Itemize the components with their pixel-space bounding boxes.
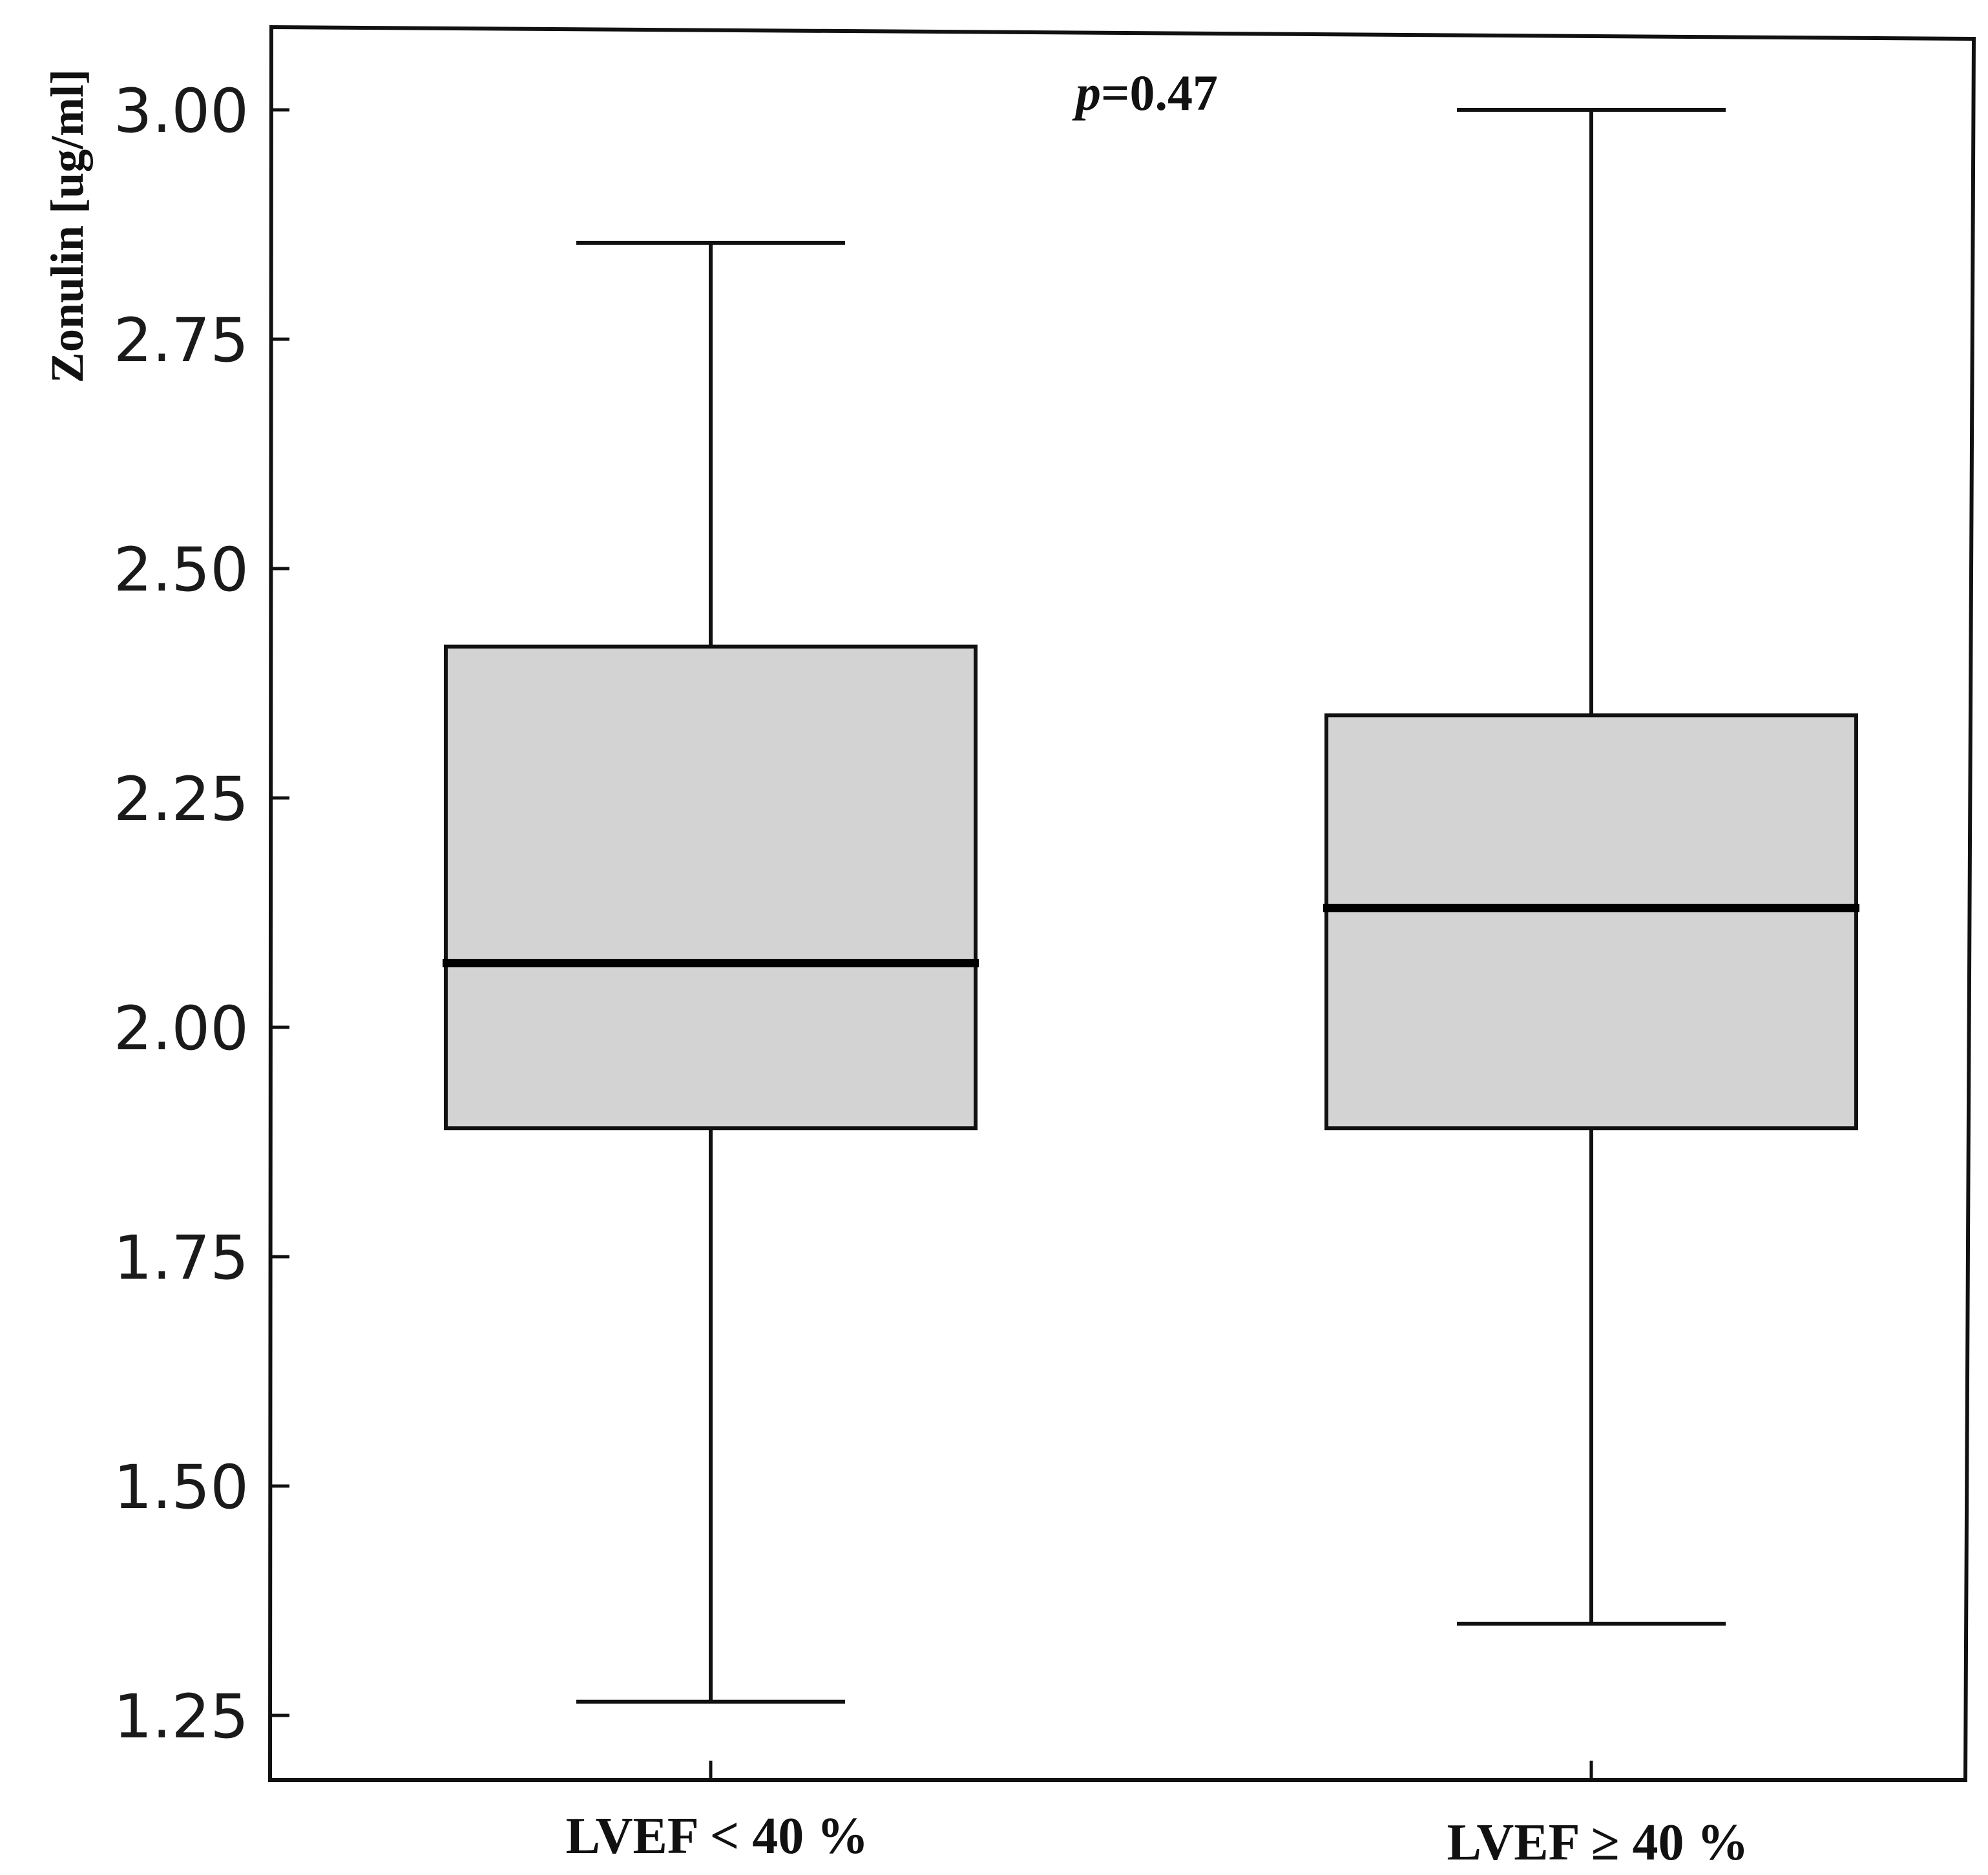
box-series xyxy=(443,108,1859,1704)
y-tick-label: 3.00 xyxy=(114,76,249,147)
y-tick-label: 1.25 xyxy=(114,1682,249,1752)
y-tick-label: 2.75 xyxy=(114,306,249,376)
x-tick-label: LVEF < 40 % xyxy=(566,1808,869,1865)
y-tick-label: 2.25 xyxy=(114,764,249,835)
y-tick-label: 2.00 xyxy=(114,994,249,1064)
x-axis: LVEF < 40 % LVEF ≥ 40 % xyxy=(566,1761,1749,1871)
p-value-symbol: p xyxy=(1072,65,1101,121)
y-tick-label: 1.50 xyxy=(114,1452,249,1523)
iqr-box xyxy=(444,644,978,1131)
box-group xyxy=(1323,108,1859,1626)
plot-frame xyxy=(267,25,1976,1782)
y-tick-label: 2.50 xyxy=(114,535,249,605)
x-tick-label: LVEF ≥ 40 % xyxy=(1447,1814,1749,1871)
box-group xyxy=(443,240,979,1704)
y-axis-title: Zonulin [ug/ml] xyxy=(41,69,93,383)
iqr-box xyxy=(1324,713,1858,1131)
p-value-text: =0.47 xyxy=(1101,65,1218,121)
y-tick-label: 1.75 xyxy=(114,1223,249,1294)
y-axis: 1.25 1.50 1.75 2.00 2.25 2.50 2.75 3.00 xyxy=(114,76,289,1752)
p-value-annotation: p=0.47 xyxy=(1072,65,1218,121)
